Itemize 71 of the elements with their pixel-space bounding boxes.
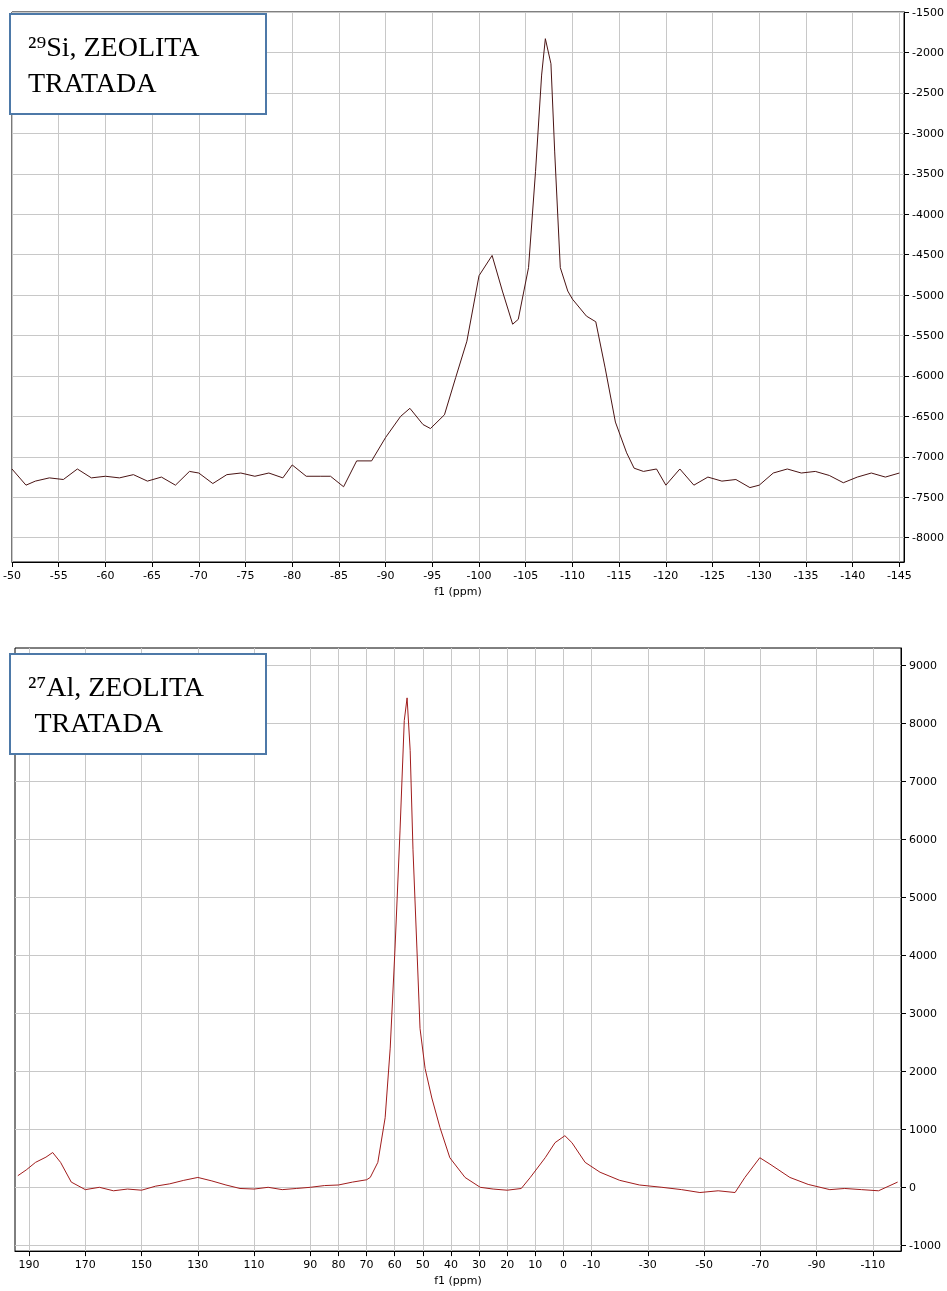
y-tick-label: 6000 xyxy=(909,832,937,846)
x-tick-label: 0 xyxy=(559,1258,567,1272)
x-tick-label: -120 xyxy=(653,569,679,582)
y-tick-label: -2500 xyxy=(912,86,945,100)
x-tick-label: -65 xyxy=(143,569,162,582)
y-tick-label: -1000 xyxy=(909,1238,941,1252)
y-tick-label: -1500 xyxy=(912,5,945,19)
x-tick-label: -55 xyxy=(49,569,68,582)
x-tick-label: -125 xyxy=(700,569,726,582)
x-axis-title: f1 (ppm) xyxy=(434,584,482,598)
y-tick-label: -6500 xyxy=(912,409,945,423)
x-tick-label: -80 xyxy=(283,569,302,582)
y-tick-label: -3500 xyxy=(912,167,945,181)
x-tick-label: 130 xyxy=(187,1258,209,1272)
x-tick-label: -100 xyxy=(466,569,492,582)
x-tick-label: -50 xyxy=(3,569,21,582)
y-tick-label: -3000 xyxy=(912,126,945,140)
x-tick-label: 10 xyxy=(528,1258,543,1272)
y-tick-label: -6000 xyxy=(912,369,945,383)
y-tick-label: 4000 xyxy=(909,948,937,962)
x-tick-label: -30 xyxy=(638,1258,657,1272)
y-tick-label: 7000 xyxy=(909,774,937,788)
y-tick-label: 1000 xyxy=(909,1122,937,1136)
x-axis-title: f1 (ppm) xyxy=(434,1274,482,1287)
y-tick-label: -7500 xyxy=(912,490,945,504)
y-tick-label: -8000 xyxy=(912,531,945,545)
x-tick-label: 50 xyxy=(415,1258,430,1272)
x-tick-label: -95 xyxy=(423,569,442,582)
x-tick-label: 170 xyxy=(74,1258,96,1272)
x-tick-label: -110 xyxy=(860,1258,886,1272)
x-tick-label: 40 xyxy=(443,1258,458,1272)
x-tick-label: -10 xyxy=(582,1258,601,1272)
x-tick-label: -90 xyxy=(807,1258,826,1272)
x-tick-label: 150 xyxy=(131,1258,153,1272)
x-tick-label: -130 xyxy=(746,569,772,582)
x-tick-label: 190 xyxy=(18,1258,40,1272)
x-tick-label: -110 xyxy=(559,569,585,582)
y-tick-label: -5500 xyxy=(912,329,945,343)
x-tick-label: 60 xyxy=(387,1258,402,1272)
x-tick-label: -70 xyxy=(189,569,208,582)
y-tick-label: 9000 xyxy=(909,658,937,672)
y-tick-label: -4500 xyxy=(912,248,945,262)
y-tick-label: -7000 xyxy=(912,450,945,464)
text: ²⁷Al, ZEOLITA TRATADA xyxy=(28,670,205,738)
x-tick-label: -140 xyxy=(840,569,866,582)
y-tick-label: -5000 xyxy=(912,288,945,302)
x-tick-label: 90 xyxy=(303,1258,318,1272)
x-tick-label: -60 xyxy=(96,569,115,582)
x-tick-label: -50 xyxy=(695,1258,714,1272)
y-tick-label: 3000 xyxy=(909,1006,937,1020)
y-tick-label: 0 xyxy=(909,1180,916,1194)
x-tick-label: 20 xyxy=(500,1258,515,1272)
x-tick-label: 70 xyxy=(359,1258,374,1272)
x-tick-label: 110 xyxy=(243,1258,265,1272)
y-tick-label: 5000 xyxy=(909,890,937,904)
x-tick-label: -115 xyxy=(606,569,632,582)
x-tick-label: -135 xyxy=(793,569,819,582)
y-tick-label: 8000 xyxy=(909,716,937,730)
x-tick-label: -85 xyxy=(329,569,348,582)
x-tick-label: 80 xyxy=(331,1258,346,1272)
x-tick-label: -75 xyxy=(236,569,255,582)
x-tick-label: -70 xyxy=(751,1258,770,1272)
x-tick-label: 30 xyxy=(472,1258,487,1272)
x-tick-label: -105 xyxy=(513,569,539,582)
y-tick-label: 2000 xyxy=(909,1064,937,1078)
y-tick-label: -4000 xyxy=(912,207,945,221)
y-tick-label: -2000 xyxy=(912,45,945,59)
x-tick-label: -90 xyxy=(376,569,395,582)
x-tick-label: -145 xyxy=(886,569,912,582)
line-series xyxy=(11,38,900,489)
text: ²⁹Si, ZEOLITA TRATADA xyxy=(28,30,205,98)
